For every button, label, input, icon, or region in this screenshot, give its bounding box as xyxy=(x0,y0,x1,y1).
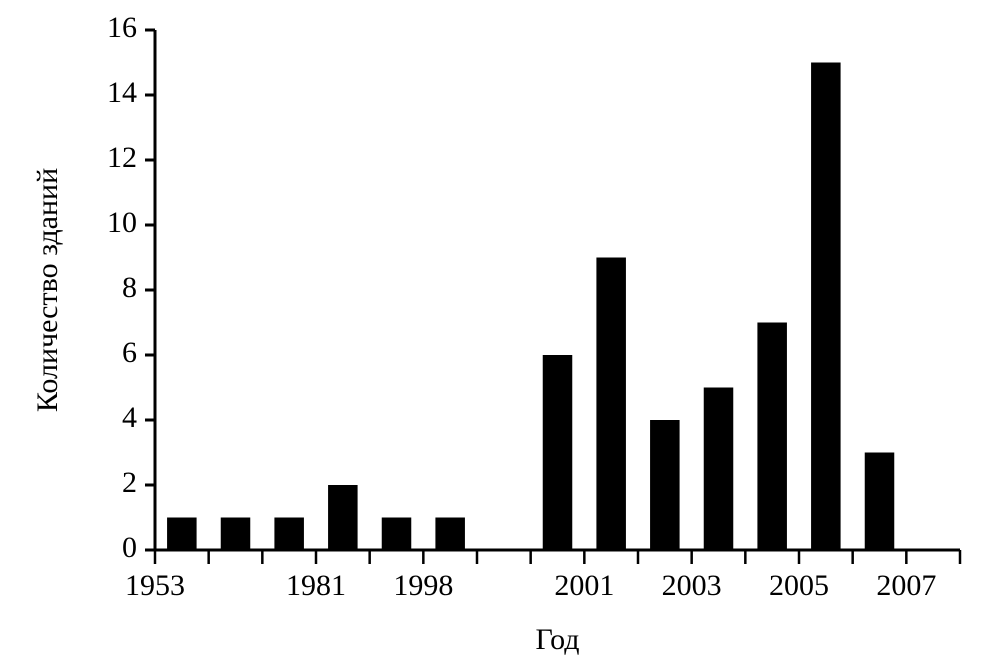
y-tick-label: 4 xyxy=(122,401,137,434)
x-tick-label: 1953 xyxy=(125,569,185,602)
bar xyxy=(221,518,251,551)
y-tick-label: 14 xyxy=(107,76,137,109)
bar xyxy=(811,63,841,551)
x-tick-label: 1981 xyxy=(286,569,346,602)
x-tick-label: 1998 xyxy=(393,569,453,602)
bar xyxy=(865,453,895,551)
y-tick-label: 12 xyxy=(107,141,137,174)
bar xyxy=(757,323,787,551)
x-tick-label: 2007 xyxy=(876,569,936,602)
y-tick-label: 10 xyxy=(107,206,137,239)
chart-svg: 0 2 4 6 8 10 12 14 16 Количество зданий 1953 1981 19… xyxy=(0,0,1000,661)
bar xyxy=(167,518,197,551)
x-axis-label: Год xyxy=(535,623,579,656)
y-tick-label: 16 xyxy=(107,11,137,44)
bar-chart: 0 2 4 6 8 10 12 14 16 Количество зданий 1953 1981 19… xyxy=(0,0,1000,661)
y-tick-label: 2 xyxy=(122,466,137,499)
x-tick-label: 2003 xyxy=(662,569,722,602)
y-axis-label: Количество зданий xyxy=(31,168,64,412)
bar xyxy=(596,258,626,551)
x-tick-label: 2005 xyxy=(769,569,829,602)
bar xyxy=(650,420,680,550)
y-tick-label: 0 xyxy=(122,531,137,564)
bar xyxy=(328,485,358,550)
y-tick-label: 6 xyxy=(122,336,137,369)
bar xyxy=(382,518,412,551)
bar xyxy=(274,518,304,551)
y-tick-label: 8 xyxy=(122,271,137,304)
bar xyxy=(704,388,734,551)
bar xyxy=(543,355,573,550)
bar xyxy=(435,518,465,551)
x-tick-label: 2001 xyxy=(554,569,614,602)
